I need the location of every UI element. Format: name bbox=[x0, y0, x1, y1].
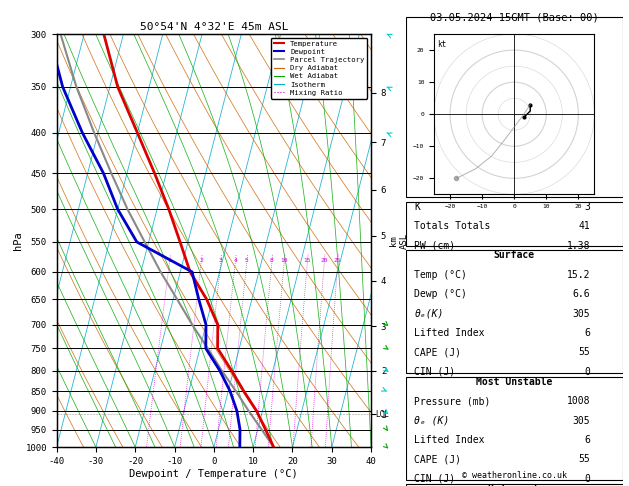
Text: 1: 1 bbox=[167, 258, 171, 263]
Text: θₑ(K): θₑ(K) bbox=[415, 309, 444, 319]
Text: LCL: LCL bbox=[376, 410, 389, 418]
Text: CIN (J): CIN (J) bbox=[415, 367, 455, 377]
Text: 41: 41 bbox=[579, 221, 590, 231]
Text: 1008: 1008 bbox=[567, 396, 590, 406]
Text: 25: 25 bbox=[334, 258, 342, 263]
Text: 5: 5 bbox=[245, 258, 248, 263]
Text: 3: 3 bbox=[584, 202, 590, 212]
Text: K: K bbox=[415, 202, 420, 212]
Bar bbox=[406, 202, 623, 246]
Text: CIN (J): CIN (J) bbox=[415, 474, 455, 484]
Text: 305: 305 bbox=[572, 416, 590, 426]
Text: 3: 3 bbox=[219, 258, 223, 263]
Text: Lifted Index: Lifted Index bbox=[415, 435, 485, 445]
Text: Totals Totals: Totals Totals bbox=[415, 221, 491, 231]
Legend: Temperature, Dewpoint, Parcel Trajectory, Dry Adiabat, Wet Adiabat, Isotherm, Mi: Temperature, Dewpoint, Parcel Trajectory… bbox=[270, 37, 367, 99]
Bar bbox=[406, 250, 623, 373]
Text: Pressure (mb): Pressure (mb) bbox=[415, 396, 491, 406]
Text: 0: 0 bbox=[584, 367, 590, 377]
Y-axis label: hPa: hPa bbox=[13, 231, 23, 250]
Text: Temp (°C): Temp (°C) bbox=[415, 270, 467, 280]
Text: 55: 55 bbox=[579, 347, 590, 358]
Text: Dewp (°C): Dewp (°C) bbox=[415, 289, 467, 299]
Text: Surface: Surface bbox=[494, 250, 535, 260]
Y-axis label: km
ASL: km ASL bbox=[389, 232, 408, 249]
Text: 1.38: 1.38 bbox=[567, 241, 590, 251]
Text: Hodograph: Hodograph bbox=[487, 484, 541, 486]
Bar bbox=[406, 484, 623, 486]
Text: 6.6: 6.6 bbox=[572, 289, 590, 299]
Text: 10: 10 bbox=[281, 258, 288, 263]
Text: 305: 305 bbox=[572, 309, 590, 319]
Text: 8: 8 bbox=[270, 258, 274, 263]
Text: 20: 20 bbox=[321, 258, 328, 263]
Text: 6: 6 bbox=[584, 328, 590, 338]
Text: CAPE (J): CAPE (J) bbox=[415, 454, 462, 465]
Title: 50°54'N 4°32'E 45m ASL: 50°54'N 4°32'E 45m ASL bbox=[140, 22, 288, 32]
Text: CAPE (J): CAPE (J) bbox=[415, 347, 462, 358]
Text: Most Unstable: Most Unstable bbox=[476, 377, 552, 387]
Bar bbox=[406, 17, 623, 197]
Text: 4: 4 bbox=[233, 258, 237, 263]
Text: 6: 6 bbox=[584, 435, 590, 445]
Text: θₑ (K): θₑ (K) bbox=[415, 416, 450, 426]
Text: 55: 55 bbox=[579, 454, 590, 465]
Text: 03.05.2024 15GMT (Base: 00): 03.05.2024 15GMT (Base: 00) bbox=[430, 12, 599, 22]
Text: Lifted Index: Lifted Index bbox=[415, 328, 485, 338]
Text: 15: 15 bbox=[304, 258, 311, 263]
Text: kt: kt bbox=[437, 40, 447, 50]
Text: 0: 0 bbox=[584, 474, 590, 484]
Text: © weatheronline.co.uk: © weatheronline.co.uk bbox=[462, 471, 567, 480]
Text: PW (cm): PW (cm) bbox=[415, 241, 455, 251]
X-axis label: Dewpoint / Temperature (°C): Dewpoint / Temperature (°C) bbox=[130, 469, 298, 479]
Bar bbox=[406, 377, 623, 480]
Text: 2: 2 bbox=[199, 258, 203, 263]
Text: 15.2: 15.2 bbox=[567, 270, 590, 280]
